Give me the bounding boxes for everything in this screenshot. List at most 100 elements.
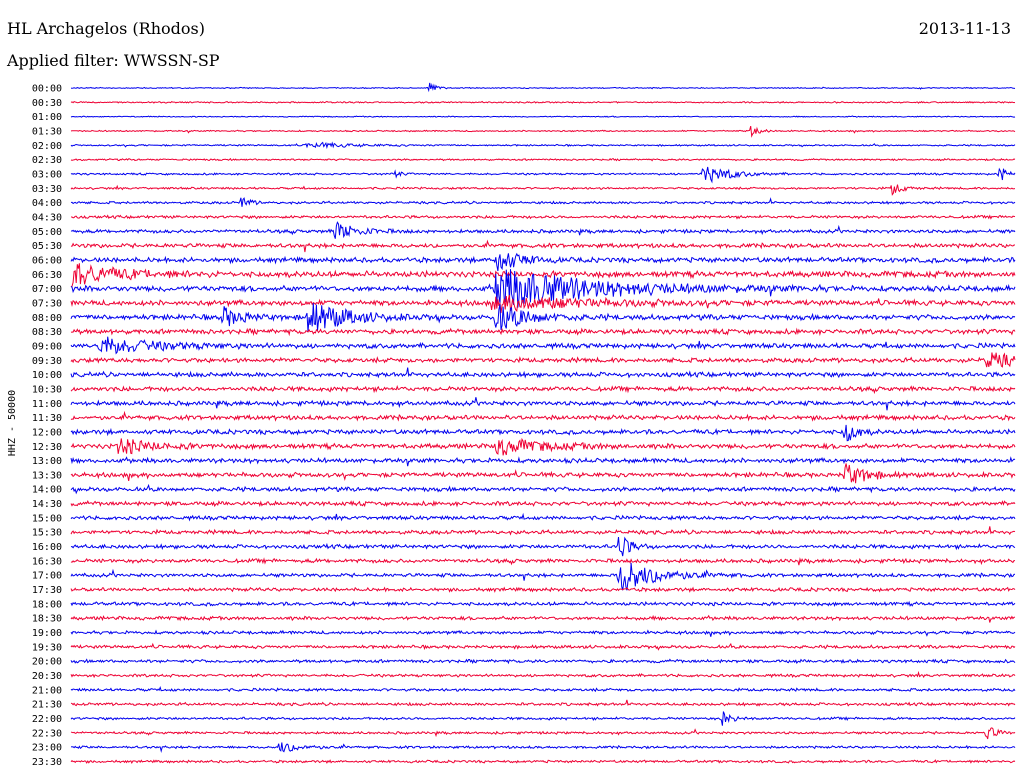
row-label: 19:00 — [32, 628, 62, 639]
trace-row — [70, 742, 1016, 753]
row-label: 18:00 — [32, 599, 62, 610]
row-label: 09:00 — [32, 341, 62, 352]
row-label: 21:30 — [32, 700, 62, 711]
trace-row — [70, 197, 1016, 207]
row-label: 20:30 — [32, 671, 62, 682]
trace-row — [70, 410, 1016, 422]
trace-row — [70, 699, 1016, 707]
trace-row — [70, 424, 1016, 442]
row-label: 12:00 — [32, 427, 62, 438]
channel-label: HHZ - 50000 — [7, 390, 18, 456]
trace-row — [70, 463, 1016, 484]
trace-row — [70, 526, 1016, 536]
row-label: 01:00 — [32, 112, 62, 123]
row-label: 23:00 — [32, 743, 62, 754]
trace-row — [70, 302, 1016, 333]
row-label: 13:00 — [32, 456, 62, 467]
trace-row — [70, 437, 1016, 456]
row-label: 00:00 — [32, 84, 62, 95]
row-label: 17:00 — [32, 571, 62, 582]
trace-row — [70, 115, 1016, 118]
trace-row — [70, 367, 1016, 379]
trace-row — [70, 727, 1016, 740]
trace-row — [70, 184, 1016, 196]
row-label: 01:30 — [32, 126, 62, 137]
row-label: 04:30 — [32, 212, 62, 223]
row-label: 05:30 — [32, 241, 62, 252]
trace-row — [70, 384, 1016, 395]
trace-row — [70, 141, 1016, 150]
filter-label: Applied filter: WWSSN-SP — [7, 51, 220, 70]
trace-row — [70, 352, 1016, 368]
trace-row — [70, 642, 1016, 651]
row-label: 13:30 — [32, 470, 62, 481]
trace-row — [70, 600, 1016, 608]
trace-row — [70, 711, 1016, 726]
trace-row — [70, 336, 1016, 355]
row-label: 04:00 — [32, 198, 62, 209]
trace-row — [70, 252, 1016, 272]
row-label: 03:00 — [32, 169, 62, 180]
row-label: 11:30 — [32, 413, 62, 424]
trace-row — [70, 499, 1016, 508]
trace-row — [70, 327, 1016, 337]
row-label: 16:30 — [32, 556, 62, 567]
row-label: 02:00 — [32, 141, 62, 152]
row-label: 22:30 — [32, 728, 62, 739]
row-label: 18:30 — [32, 614, 62, 625]
row-label: 06:00 — [32, 255, 62, 266]
trace-row — [70, 125, 1016, 138]
row-label: 15:30 — [32, 528, 62, 539]
row-label: 08:00 — [32, 313, 62, 324]
row-label: 00:30 — [32, 98, 62, 109]
trace-row — [70, 670, 1016, 679]
row-label: 14:00 — [32, 485, 62, 496]
trace-row — [70, 614, 1016, 623]
row-label: 05:00 — [32, 227, 62, 238]
row-label: 12:30 — [32, 442, 62, 453]
trace-row — [70, 686, 1016, 693]
row-time-labels: 00:00 00:30 01:00 01:30 02:00 02:30 03:00 03:30… — [32, 84, 62, 769]
trace-row — [70, 221, 1016, 239]
trace-row — [70, 157, 1016, 162]
row-label: 10:00 — [32, 370, 62, 381]
trace-row — [70, 557, 1016, 566]
row-label: 09:30 — [32, 356, 62, 367]
seismogram-traces — [70, 82, 1016, 764]
row-label: 07:30 — [32, 298, 62, 309]
trace-row — [70, 456, 1016, 467]
row-label: 10:30 — [32, 384, 62, 395]
row-label: 08:30 — [32, 327, 62, 338]
trace-row — [70, 562, 1016, 591]
trace-row — [70, 629, 1016, 637]
row-label: 21:00 — [32, 685, 62, 696]
trace-row — [70, 759, 1016, 764]
trace-row — [70, 166, 1016, 184]
row-label: 20:00 — [32, 657, 62, 668]
row-label: 06:30 — [32, 270, 62, 281]
trace-row — [70, 586, 1016, 593]
row-label: 07:00 — [32, 284, 62, 295]
row-label: 16:00 — [32, 542, 62, 553]
row-label: 22:00 — [32, 714, 62, 725]
trace-row — [70, 397, 1016, 411]
trace-row — [70, 82, 1016, 93]
trace-row — [70, 263, 1016, 288]
trace-row — [70, 536, 1016, 557]
row-label: 19:30 — [32, 642, 62, 653]
row-label: 11:00 — [32, 399, 62, 410]
trace-row — [70, 100, 1016, 104]
trace-row — [70, 239, 1015, 253]
trace-row — [70, 269, 1016, 308]
row-label: 02:30 — [32, 155, 62, 166]
record-date: 2013-11-13 — [918, 19, 1011, 38]
trace-row — [71, 214, 1016, 220]
row-label: 14:30 — [32, 499, 62, 510]
trace-row — [70, 483, 1016, 495]
trace-row — [70, 658, 1016, 665]
trace-row — [70, 512, 1016, 522]
row-label: 23:30 — [32, 757, 62, 768]
row-label: 17:30 — [32, 585, 62, 596]
row-label: 03:30 — [32, 184, 62, 195]
